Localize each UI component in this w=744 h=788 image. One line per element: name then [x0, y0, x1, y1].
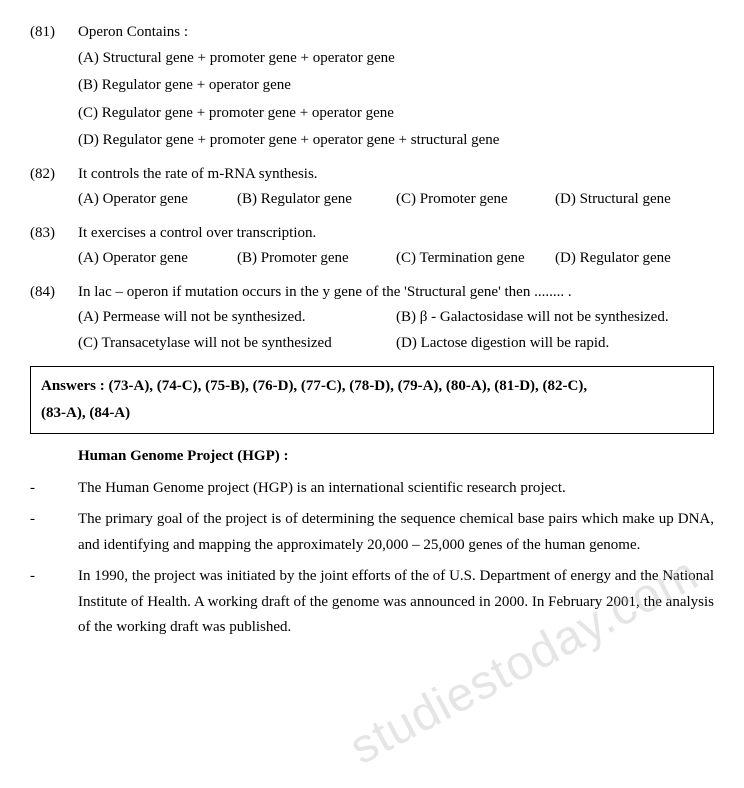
question-83: (83) It exercises a control over transcr…	[30, 221, 714, 272]
q83-text: It exercises a control over transcriptio…	[78, 221, 714, 247]
q82-option-a: (A) Operator gene	[78, 187, 237, 213]
answers-box: Answers : (73-A), (74-C), (75-B), (76-D)…	[30, 366, 714, 434]
q83-option-c: (C) Termination gene	[396, 246, 555, 272]
q84-number: (84)	[30, 280, 78, 306]
q81-number: (81)	[30, 20, 78, 46]
q82-option-d: (D) Structural gene	[555, 187, 714, 213]
answers-line1: Answers : (73-A), (74-C), (75-B), (76-D)…	[41, 373, 703, 400]
q81-option-b: (B) Regulator gene + operator gene	[78, 73, 714, 99]
hgp-b2-text: The primary goal of the project is of de…	[78, 507, 714, 558]
bullet-dash-icon: -	[30, 507, 78, 558]
q81-text: Operon Contains :	[78, 20, 714, 46]
q81-option-c: (C) Regulator gene + promoter gene + ope…	[78, 101, 714, 127]
bullet-dash-icon: -	[30, 564, 78, 641]
hgp-heading: Human Genome Project (HGP) :	[78, 444, 714, 470]
q82-number: (82)	[30, 162, 78, 188]
q84-text: In lac – operon if mutation occurs in th…	[78, 280, 714, 306]
question-84: (84) In lac – operon if mutation occurs …	[30, 280, 714, 357]
q82-text: It controls the rate of m-RNA synthesis.	[78, 162, 714, 188]
q84-option-c: (C) Transacetylase will not be synthesiz…	[78, 331, 396, 357]
hgp-bullet-1: - The Human Genome project (HGP) is an i…	[30, 476, 714, 502]
answers-line2: (83-A), (84-A)	[41, 400, 703, 427]
q82-option-b: (B) Regulator gene	[237, 187, 396, 213]
q83-number: (83)	[30, 221, 78, 247]
q83-option-a: (A) Operator gene	[78, 246, 237, 272]
q81-option-a: (A) Structural gene + promoter gene + op…	[78, 46, 714, 72]
question-82: (82) It controls the rate of m-RNA synth…	[30, 162, 714, 213]
hgp-b3-text: In 1990, the project was initiated by th…	[78, 564, 714, 641]
hgp-b1-text: The Human Genome project (HGP) is an int…	[78, 476, 714, 502]
hgp-bullet-2: - The primary goal of the project is of …	[30, 507, 714, 558]
q84-option-a: (A) Permease will not be synthesized.	[78, 305, 396, 331]
q84-option-d: (D) Lactose digestion will be rapid.	[396, 331, 714, 357]
question-81: (81) Operon Contains : (A) Structural ge…	[30, 20, 714, 154]
q81-option-d: (D) Regulator gene + promoter gene + ope…	[78, 128, 714, 154]
hgp-bullet-3: - In 1990, the project was initiated by …	[30, 564, 714, 641]
bullet-dash-icon: -	[30, 476, 78, 502]
q84-option-b: (B) β - Galactosidase will not be synthe…	[396, 305, 714, 331]
q83-option-d: (D) Regulator gene	[555, 246, 714, 272]
q82-option-c: (C) Promoter gene	[396, 187, 555, 213]
q83-option-b: (B) Promoter gene	[237, 246, 396, 272]
